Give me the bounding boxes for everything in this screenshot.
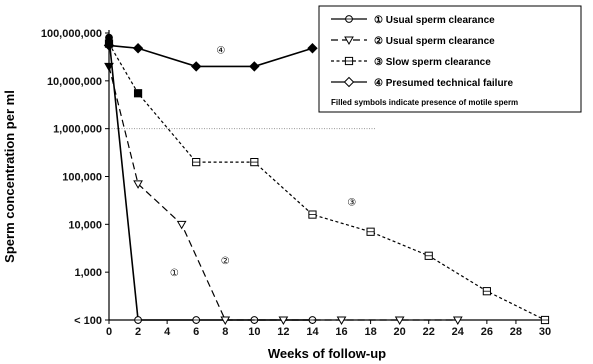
series-label-bg bbox=[218, 252, 233, 267]
x-tick-label: 14 bbox=[306, 326, 319, 338]
series-label-bg bbox=[213, 42, 228, 57]
y-tick-label: 1,000 bbox=[74, 267, 102, 279]
x-tick-label: 10 bbox=[248, 326, 260, 338]
y-tick-label: 100,000 bbox=[62, 172, 102, 184]
data-point bbox=[394, 316, 405, 326]
data-point bbox=[103, 40, 115, 51]
data-point bbox=[540, 315, 550, 325]
x-tick-label: 22 bbox=[423, 326, 435, 338]
data-point bbox=[190, 61, 202, 72]
y-axis-title: Sperm concentration per ml bbox=[2, 90, 17, 263]
x-tick-label: 8 bbox=[222, 326, 228, 338]
legend-entry: ② Usual sperm clearance bbox=[374, 36, 495, 47]
x-tick-label: 26 bbox=[481, 326, 493, 338]
data-point bbox=[176, 220, 187, 230]
y-tick-label: 100,000,000 bbox=[41, 28, 102, 40]
x-axis-title: Weeks of follow-up bbox=[268, 346, 386, 361]
data-point bbox=[220, 316, 231, 326]
data-point bbox=[452, 316, 463, 326]
x-tick-label: 0 bbox=[106, 326, 112, 338]
y-tick-label: 1,000,000 bbox=[53, 124, 102, 136]
series-label: ② bbox=[221, 256, 230, 267]
x-tick-label: 18 bbox=[364, 326, 376, 338]
data-point bbox=[250, 158, 259, 167]
y-tick-label: 10,000 bbox=[68, 219, 102, 231]
data-point bbox=[133, 89, 143, 98]
series-triangle: ② bbox=[104, 62, 463, 326]
x-tick-label: 30 bbox=[539, 326, 551, 338]
data-point bbox=[482, 287, 491, 296]
data-point bbox=[366, 227, 375, 236]
data-point bbox=[249, 61, 260, 72]
series-label: ① bbox=[170, 268, 179, 279]
series-line bbox=[108, 37, 313, 321]
data-point bbox=[336, 316, 347, 326]
x-tick-label: 2 bbox=[135, 326, 141, 338]
x-tick-label: 6 bbox=[193, 326, 199, 338]
series-line bbox=[108, 43, 546, 321]
y-tick-label: 10,000,000 bbox=[47, 76, 102, 88]
x-tick-label: 28 bbox=[510, 326, 522, 338]
axes-layer: 0 2 4 6 8 10 12 14 16 18 20 22 24 26 28 30< 1001,00010,… bbox=[41, 28, 551, 338]
legend: ① Usual sperm clearance ② Usual sperm cle… bbox=[318, 5, 582, 113]
series-line bbox=[108, 66, 458, 321]
legend-marker bbox=[343, 76, 355, 88]
legend-box bbox=[318, 5, 582, 113]
x-tick-label: 20 bbox=[394, 326, 406, 338]
series-label: ③ bbox=[347, 198, 356, 209]
data-point bbox=[132, 43, 144, 54]
legend-entry: ④ Presumed technical failure bbox=[374, 78, 513, 89]
data-point bbox=[133, 180, 143, 189]
legend-marker bbox=[344, 56, 354, 66]
data-point bbox=[192, 158, 201, 167]
series-label-bg bbox=[344, 194, 359, 209]
y-tick-label: < 100 bbox=[74, 315, 102, 327]
legend-entry: ① Usual sperm clearance bbox=[374, 15, 495, 26]
data-point bbox=[308, 210, 317, 219]
series-label-bg bbox=[167, 265, 182, 280]
series-layer: ① ② ③ ④ bbox=[103, 33, 550, 326]
series-label: ④ bbox=[216, 46, 225, 57]
data-point bbox=[134, 316, 142, 324]
data-point bbox=[104, 62, 114, 72]
data-point bbox=[424, 251, 433, 260]
data-point bbox=[307, 43, 318, 54]
series-diamond: ④ bbox=[103, 40, 318, 72]
x-tick-label: 4 bbox=[164, 326, 171, 338]
x-tick-label: 16 bbox=[335, 326, 347, 338]
legend-note: Filled symbols indicate presence of moti… bbox=[331, 98, 518, 107]
data-point bbox=[192, 316, 201, 324]
legend-marker bbox=[344, 36, 354, 46]
data-point bbox=[278, 316, 289, 326]
x-tick-label: 12 bbox=[277, 326, 289, 338]
x-tick-label: 24 bbox=[452, 326, 465, 338]
legend-entry: ③ Slow sperm clearance bbox=[374, 57, 491, 68]
legend-marker bbox=[345, 15, 353, 23]
